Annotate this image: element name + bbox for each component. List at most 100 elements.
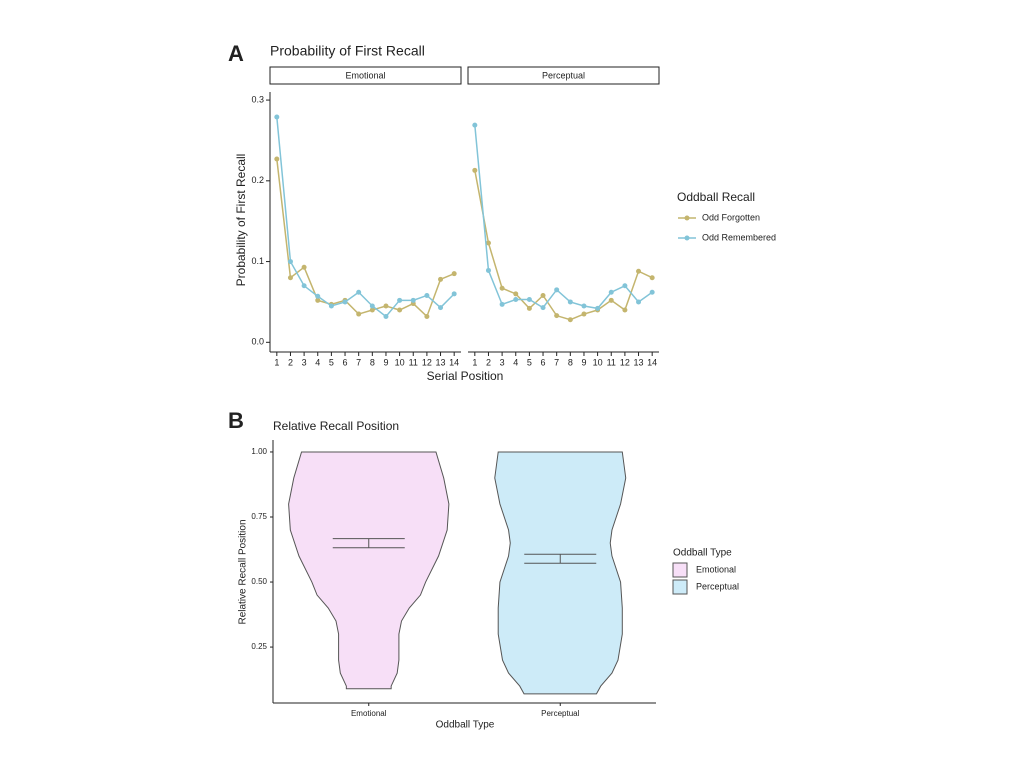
data-point [369,303,375,309]
x-tick-label: Perceptual [541,709,579,718]
x-tick-label: 7 [356,357,361,367]
x-axis-title: Oddball Type [436,720,495,731]
data-point [581,311,587,317]
series-line [474,170,653,321]
facet-strip [467,66,660,85]
chart-title: Relative Recall Position [273,419,399,433]
data-point [499,301,505,307]
x-tick-label: 6 [343,357,348,367]
data-point [301,264,307,270]
x-tick-label: 9 [383,357,388,367]
y-tick-label: 0.0 [251,337,264,347]
y-tick-label: 0.25 [251,642,267,651]
x-tick-label: 11 [409,357,418,367]
data-point [438,305,444,311]
data-point [622,283,628,289]
legend-swatch [672,579,688,595]
data-point [485,240,491,246]
x-tick-label: 8 [370,357,375,367]
legend-label: Odd Remembered [702,232,776,242]
data-point [451,271,457,277]
x-tick-label: 5 [329,357,334,367]
data-point [472,167,478,173]
data-point [622,307,628,313]
x-tick-label: Emotional [351,709,387,718]
data-point [636,268,642,274]
data-point [554,313,560,319]
data-point [608,297,614,303]
x-tick-label: 10 [395,357,405,367]
data-point [301,283,307,289]
legend-swatch [684,235,690,241]
data-point [397,297,403,303]
x-tick-label: 4 [315,357,320,367]
violin [494,451,627,695]
x-tick-label: 2 [486,357,491,367]
data-point [342,299,348,305]
x-tick-label: 8 [568,357,573,367]
x-tick-label: 12 [620,357,630,367]
x-tick-label: 1 [472,357,477,367]
legend-swatch [672,562,688,578]
series-line [474,125,653,310]
data-point [274,156,280,162]
data-point [485,267,491,273]
panel-label: A [228,41,244,66]
legend-swatch [684,215,690,221]
legend-label: Odd Forgotten [702,212,760,222]
data-point [328,303,334,309]
data-point [356,289,362,295]
y-tick-label: 0.50 [251,577,267,586]
x-tick-label: 9 [581,357,586,367]
x-tick-label: 7 [554,357,559,367]
data-point [540,292,546,298]
data-point [608,289,614,295]
facet-strip [269,66,462,85]
y-tick-label: 0.75 [251,512,267,521]
data-point [397,307,403,313]
data-point [451,291,457,297]
x-tick-label: 3 [302,357,307,367]
y-axis-title: Probability of First Recall [234,154,248,287]
data-point [383,303,389,309]
data-point [472,122,478,128]
x-tick-label: 2 [288,357,293,367]
x-axis-title: Serial Position [427,369,504,383]
chart-title: Probability of First Recall [270,43,425,59]
x-tick-label: 3 [500,357,505,367]
data-point [369,307,375,313]
data-point [540,305,546,311]
legend-label: Perceptual [696,581,739,591]
y-tick-label: 0.2 [251,175,264,185]
x-tick-label: 6 [541,357,546,367]
series-line [276,158,455,318]
data-point [567,299,573,305]
facet-label: Emotional [345,70,385,80]
x-tick-label: 12 [422,357,432,367]
data-point [649,275,655,281]
data-point [567,317,573,323]
data-point [526,305,532,311]
data-point [274,114,280,120]
x-tick-label: 14 [647,357,657,367]
x-tick-label: 11 [607,357,616,367]
data-point [410,297,416,303]
data-point [636,299,642,305]
data-point [526,297,532,303]
data-point [513,291,519,297]
facet-label: Perceptual [542,70,585,80]
y-tick-label: 1.00 [251,447,267,456]
y-tick-label: 0.1 [251,256,264,266]
legend-title: Oddball Type [673,548,732,559]
data-point [649,289,655,295]
data-point [499,285,505,291]
y-axis-title: Relative Recall Position [238,519,249,624]
data-point [315,293,321,299]
legend-title: Oddball Recall [677,190,755,204]
x-tick-label: 5 [527,357,532,367]
x-tick-label: 13 [634,357,644,367]
data-point [513,297,519,303]
data-point [287,259,293,265]
x-tick-label: 13 [436,357,446,367]
